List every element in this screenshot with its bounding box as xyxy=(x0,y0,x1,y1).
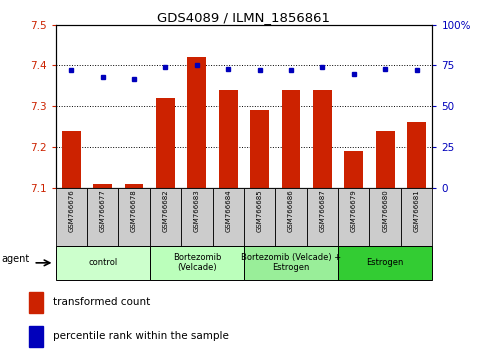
Text: percentile rank within the sample: percentile rank within the sample xyxy=(53,331,229,341)
Bar xyxy=(407,122,426,188)
Text: GSM766683: GSM766683 xyxy=(194,189,200,232)
Bar xyxy=(62,131,81,188)
Bar xyxy=(250,110,269,188)
Text: GSM766684: GSM766684 xyxy=(225,189,231,232)
Bar xyxy=(150,188,181,246)
Bar xyxy=(282,90,300,188)
Text: GSM766680: GSM766680 xyxy=(382,189,388,232)
Text: GSM766686: GSM766686 xyxy=(288,189,294,232)
Bar xyxy=(181,188,213,246)
Bar xyxy=(369,188,401,246)
Bar xyxy=(219,90,238,188)
Bar xyxy=(344,151,363,188)
Text: GSM766687: GSM766687 xyxy=(319,189,326,232)
Bar xyxy=(244,246,338,280)
Bar xyxy=(307,188,338,246)
Bar xyxy=(87,188,118,246)
Bar xyxy=(29,292,43,313)
Bar xyxy=(56,246,150,280)
Text: GSM766676: GSM766676 xyxy=(68,189,74,232)
Bar xyxy=(56,188,87,246)
Text: GSM766685: GSM766685 xyxy=(256,189,263,232)
Text: GSM766677: GSM766677 xyxy=(99,189,106,232)
Bar xyxy=(401,188,432,246)
Bar xyxy=(313,90,332,188)
Bar xyxy=(187,57,206,188)
Bar xyxy=(150,246,244,280)
Bar xyxy=(338,246,432,280)
Bar xyxy=(213,188,244,246)
Text: GSM766682: GSM766682 xyxy=(162,189,169,232)
Bar xyxy=(275,188,307,246)
Text: Bortezomib (Velcade) +
Estrogen: Bortezomib (Velcade) + Estrogen xyxy=(241,253,341,272)
Title: GDS4089 / ILMN_1856861: GDS4089 / ILMN_1856861 xyxy=(157,11,330,24)
Text: agent: agent xyxy=(1,254,29,264)
Text: GSM766681: GSM766681 xyxy=(413,189,420,232)
Bar xyxy=(29,326,43,347)
Bar xyxy=(244,188,275,246)
Bar xyxy=(376,131,395,188)
Bar xyxy=(93,183,112,188)
Bar xyxy=(118,188,150,246)
Text: Bortezomib
(Velcade): Bortezomib (Velcade) xyxy=(172,253,221,272)
Bar xyxy=(338,188,369,246)
Text: transformed count: transformed count xyxy=(53,297,150,307)
Text: GSM766679: GSM766679 xyxy=(351,189,357,232)
Text: Estrogen: Estrogen xyxy=(367,258,404,267)
Text: GSM766678: GSM766678 xyxy=(131,189,137,232)
Bar xyxy=(156,98,175,188)
Text: control: control xyxy=(88,258,117,267)
Bar xyxy=(125,183,143,188)
